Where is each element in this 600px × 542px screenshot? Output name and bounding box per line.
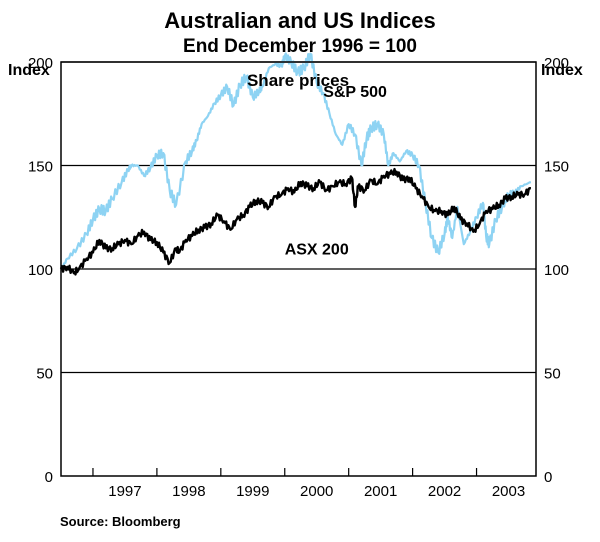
x-tick-label-2003: 2003 bbox=[492, 483, 525, 500]
source-note: Source: Bloomberg bbox=[60, 514, 181, 529]
y-tick-right-150: 150 bbox=[544, 159, 569, 176]
y-axis-label-left: Index bbox=[8, 62, 50, 79]
chart-title: Australian and US Indices bbox=[164, 8, 436, 33]
annotation-sp500: S&P 500 bbox=[323, 84, 387, 101]
y-tick-left-0: 0 bbox=[45, 469, 53, 486]
grid-lines bbox=[61, 61, 536, 374]
plot-frame bbox=[60, 61, 537, 477]
y-tick-right-0: 0 bbox=[544, 469, 552, 486]
y-tick-right-100: 100 bbox=[544, 262, 569, 279]
y-tick-left-150: 150 bbox=[28, 159, 53, 176]
y-axis-label-right: Index bbox=[541, 62, 583, 79]
chart-subtitle: End December 1996 = 100 bbox=[183, 36, 417, 57]
y-tick-left-50: 50 bbox=[36, 366, 53, 383]
x-tick-label-1999: 1999 bbox=[236, 483, 269, 500]
y-tick-left-100: 100 bbox=[28, 262, 53, 279]
x-tick-label-2001: 2001 bbox=[364, 483, 397, 500]
series-line-s-p-500 bbox=[60, 52, 532, 270]
series-line-asx-200 bbox=[59, 167, 532, 276]
x-tick-label-2000: 2000 bbox=[300, 483, 333, 500]
tick-layer: 0 0 50 50 100 100 150 150 200 200 1997 1998 1999 2000… bbox=[28, 55, 569, 500]
x-tick-label-2002: 2002 bbox=[428, 483, 461, 500]
annotation-asx200: ASX 200 bbox=[285, 242, 349, 259]
x-tick-label-1998: 1998 bbox=[172, 483, 205, 500]
series-layer bbox=[59, 52, 532, 276]
y-tick-right-200: 200 bbox=[544, 55, 569, 72]
panel-title: Share prices bbox=[247, 71, 349, 90]
x-tick-label-1997: 1997 bbox=[108, 483, 141, 500]
y-tick-right-50: 50 bbox=[544, 366, 561, 383]
y-tick-left-200: 200 bbox=[28, 55, 53, 72]
